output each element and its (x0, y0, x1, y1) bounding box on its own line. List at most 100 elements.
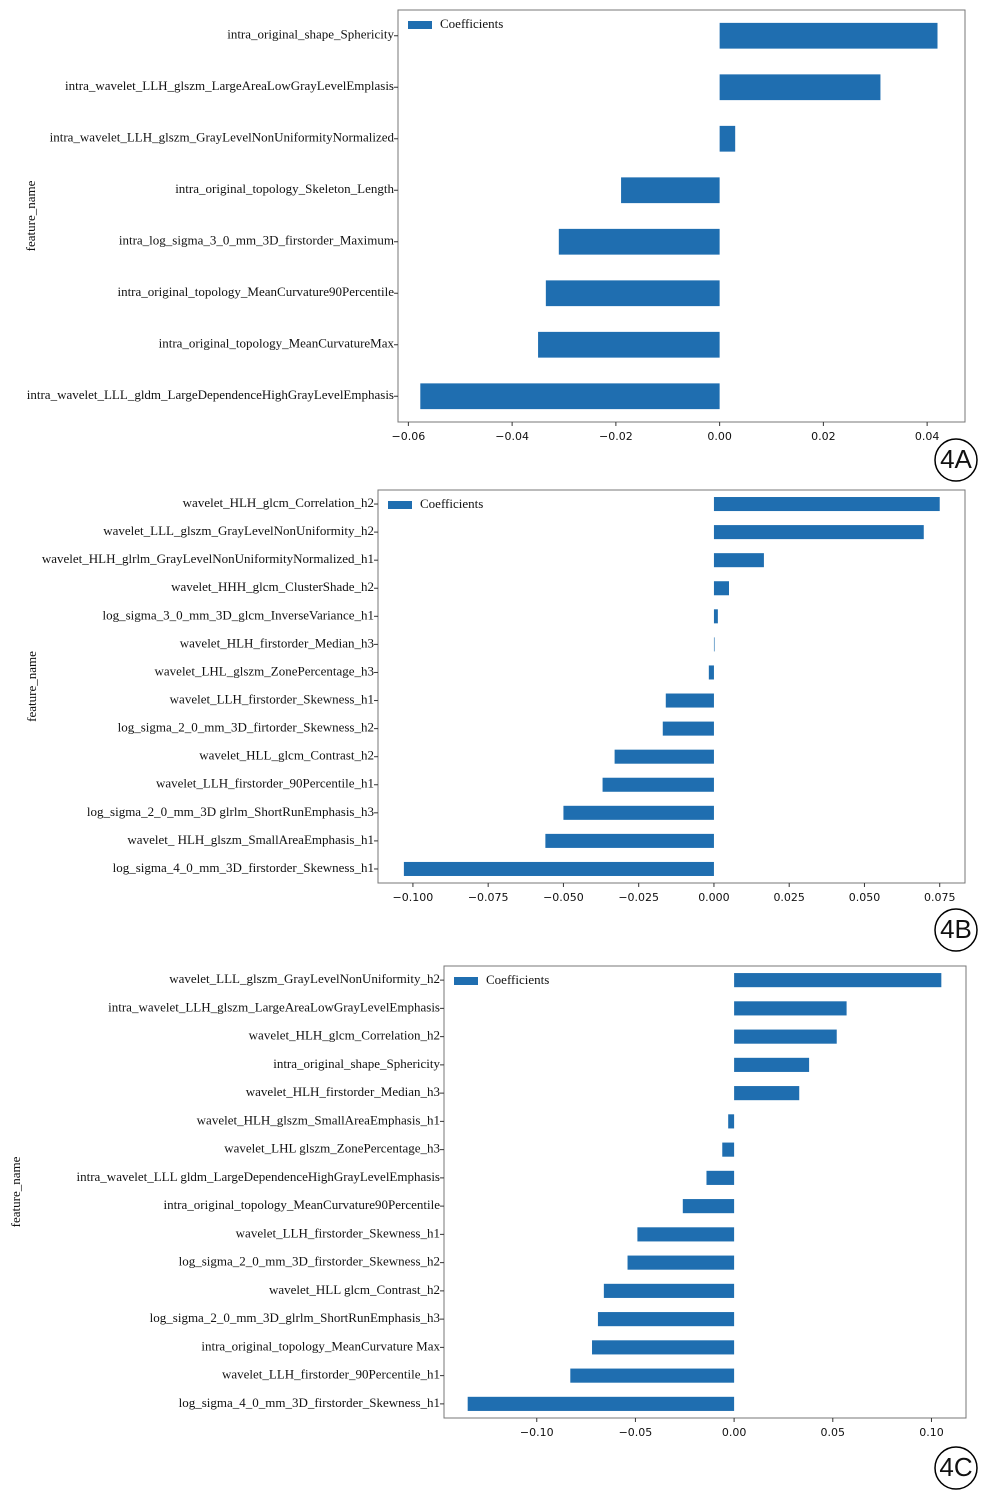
x-tick-label: 0.050 (849, 891, 881, 904)
plot-frame (377, 489, 966, 884)
y-tick-label: intra_wavelet_LLL gldm_LargeDependenceHi… (76, 1169, 440, 1184)
bar (713, 497, 940, 512)
legend-swatch (408, 21, 432, 29)
x-tick-label: 0.025 (773, 891, 805, 904)
y-tick-label: log_sigma_2_0_mm_3D_glrlm_ShortRunEmphas… (150, 1310, 440, 1325)
y-tick-label: intra_original_topology_MeanCurvatureMax (159, 336, 395, 351)
y-tick-label: intra_original_topology_MeanCurvature Ma… (201, 1338, 440, 1353)
x-tick-label: 0.00 (722, 1426, 747, 1439)
y-tick-label: intra_log_sigma_3_0_mm_3D_firstorder_Max… (119, 233, 394, 248)
y-axis-label: feature_name (8, 1156, 23, 1227)
bar (708, 665, 714, 680)
y-axis-label: feature_name (24, 651, 39, 722)
y-tick-label: wavelet_LLH_firstorder_Skewness_h1 (236, 1225, 440, 1240)
y-tick-label: wavelet_LLH_firstorder_Skewness_h1 (170, 692, 374, 707)
y-tick-label: log_sigma_4_0_mm_3D_firstorder_Skewness_… (113, 860, 374, 875)
panel-label: 4A (940, 444, 972, 474)
bar (682, 1199, 735, 1214)
y-tick-label: intra_wavelet_LLH_glszm_LargeAreaLowGray… (108, 999, 440, 1014)
y-tick-label: intra_wavelet_LLH_glszm_LargeAreaLowGray… (65, 78, 394, 93)
y-tick-label: intra_wavelet_LLL_gldm_LargeDependenceHi… (27, 387, 394, 402)
y-tick-label: wavelet_HLH_firstorder_Median_h3 (180, 635, 374, 650)
y-tick-label: wavelet_HLH_glszm_SmallAreaEmphasis_h1 (197, 1112, 440, 1127)
y-tick-label: wavelet_HLH_glcm_Correlation_h2 (183, 495, 374, 510)
y-tick-label: log_sigma_3_0_mm_3D_glcm_InverseVariance… (103, 607, 375, 622)
y-tick-label: intra_original_topology_MeanCurvature90P… (163, 1197, 440, 1212)
bar (713, 637, 715, 652)
y-tick-label: intra_original_shape_Sphericity (273, 1056, 440, 1071)
bar (621, 177, 720, 204)
x-tick-label: 0.075 (924, 891, 956, 904)
bar (614, 749, 714, 764)
bar (603, 1283, 735, 1298)
bar (570, 1368, 735, 1383)
x-tick-label: −0.05 (619, 1426, 653, 1439)
y-tick-label: log_sigma_2_0_mm_3D glrlm_ShortRunEmphas… (87, 804, 374, 819)
panel-badge (934, 908, 978, 952)
bar (467, 1396, 735, 1411)
panel-badge (934, 1446, 978, 1490)
x-tick-label: −0.050 (543, 891, 584, 904)
bar (734, 1086, 800, 1101)
x-tick-label: −0.025 (618, 891, 659, 904)
y-tick-label: wavelet_HLL glcm_Contrast_h2 (269, 1282, 440, 1297)
y-tick-label: wavelet_LHL glszm_ZonePercentage_h3 (224, 1141, 440, 1156)
legend-swatch (454, 977, 478, 985)
bar (719, 125, 736, 152)
x-tick-label: −0.100 (393, 891, 434, 904)
y-tick-label: wavelet_HHH_glcm_ClusterShade_h2 (171, 579, 374, 594)
bar (713, 609, 718, 624)
bar (662, 721, 714, 736)
y-tick-label: intra_original_topology_Skeleton_Length (175, 181, 394, 196)
y-tick-label: wavelet_LLH_firstorder_90Percentile_h1 (222, 1367, 440, 1382)
bar (728, 1114, 735, 1129)
bar (713, 553, 764, 568)
bar (734, 1057, 810, 1072)
y-tick-label: wavelet_LLH_firstorder_90Percentile_h1 (156, 776, 374, 791)
bar (545, 280, 720, 307)
x-tick-label: −0.075 (468, 891, 509, 904)
bar (713, 581, 729, 596)
bar (602, 777, 714, 792)
y-tick-label: log_sigma_2_0_mm_3D_firstorder_Skewness_… (179, 1254, 440, 1269)
x-tick-label: 0.04 (915, 430, 940, 443)
y-tick-label: log_sigma_2_0_mm_3D_firtorder_Skewness_h… (118, 720, 374, 735)
plot-frame (443, 965, 967, 1419)
y-tick-label: wavelet_LLL_glszm_GrayLevelNonUniformity… (169, 971, 440, 986)
x-tick-label: −0.04 (495, 430, 529, 443)
x-tick-label: 0.00 (707, 430, 732, 443)
bar (713, 525, 924, 540)
bar (403, 861, 714, 876)
y-tick-label: wavelet_HLH_firstorder_Median_h3 (246, 1084, 440, 1099)
y-tick-label: wavelet_HLH_glcm_Correlation_h2 (249, 1028, 440, 1043)
y-tick-label: wavelet_LHL_glszm_ZonePercentage_h3 (155, 663, 374, 678)
panel-label: 4C (939, 1452, 972, 1482)
bar (545, 833, 714, 848)
bar (597, 1312, 735, 1327)
bar (719, 22, 938, 49)
y-axis-label: feature_name (23, 180, 38, 251)
bar (665, 693, 714, 708)
y-tick-label: wavelet_HLL_glcm_Contrast_h2 (199, 748, 374, 763)
x-tick-label: −0.06 (392, 430, 426, 443)
bar (722, 1142, 735, 1157)
bar (719, 74, 881, 101)
x-tick-label: 0.02 (811, 430, 836, 443)
y-tick-label: wavelet_HLH_glrlm_GrayLevelNonUniformity… (42, 551, 374, 566)
bar (706, 1170, 735, 1185)
legend-label: Coefficients (440, 16, 503, 31)
panel-badge (934, 438, 978, 482)
x-tick-label: 0.05 (821, 1426, 846, 1439)
plot-frame (397, 9, 966, 423)
y-tick-label: intra_original_shape_Sphericity (227, 27, 394, 42)
legend-swatch (388, 501, 412, 509)
panel-label: 4B (940, 914, 972, 944)
y-tick-label: intra_wavelet_LLH_glszm_GrayLevelNonUnif… (50, 130, 395, 145)
bar (420, 383, 720, 410)
y-tick-label: log_sigma_4_0_mm_3D_firstorder_Skewness_… (179, 1395, 440, 1410)
x-tick-label: 0.000 (698, 891, 730, 904)
x-tick-label: −0.10 (520, 1426, 554, 1439)
x-tick-label: 0.10 (919, 1426, 944, 1439)
bar (627, 1255, 735, 1270)
